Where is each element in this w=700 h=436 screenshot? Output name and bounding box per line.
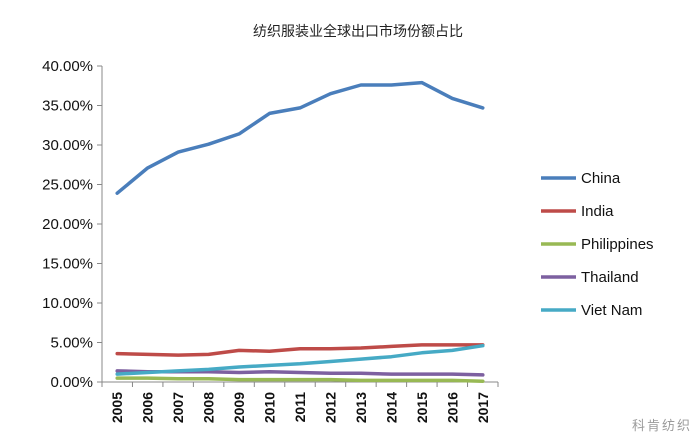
series-line-philippines: [115, 376, 485, 383]
y-tick-label: 20.00%: [42, 216, 93, 233]
series-line-india: [115, 343, 485, 357]
x-tick-label: 2017: [475, 392, 491, 423]
y-tick-label: 25.00%: [42, 177, 93, 194]
legend-label: China: [581, 170, 621, 187]
y-tick-label: 10.00%: [42, 295, 93, 312]
legend-label: Viet Nam: [581, 302, 642, 319]
x-tick-label: 2014: [383, 392, 399, 423]
x-tick-label: 2011: [292, 392, 308, 423]
series-line-viet-nam: [115, 343, 485, 376]
watermark-text: 科肯纺织: [631, 419, 692, 434]
series-lines: [115, 80, 485, 383]
x-tick-label: 2005: [109, 392, 125, 423]
y-tick-label: 35.00%: [42, 98, 93, 115]
x-tick-label: 2008: [201, 392, 217, 423]
x-tick-label: 2007: [170, 392, 186, 423]
x-tick-label: 2015: [414, 392, 430, 423]
y-tick-label: 5.00%: [50, 335, 93, 352]
series-line-china: [115, 80, 485, 195]
y-tick-label: 40.00%: [42, 58, 93, 75]
y-tick-label: 15.00%: [42, 256, 93, 273]
x-tick-label: 2012: [322, 392, 338, 423]
legend: China India Philippines Thailand Viet Nam: [541, 170, 654, 319]
x-tick-label: 2009: [231, 392, 247, 423]
legend-label: Philippines: [581, 236, 654, 253]
y-tick-label: 0.00%: [50, 374, 93, 391]
y-tick-label: 30.00%: [42, 137, 93, 154]
x-tick-label: 2013: [353, 392, 369, 423]
chart-title: 纺织服装业全球出口市场份额占比: [253, 23, 463, 40]
x-tick-label: 2010: [262, 392, 278, 423]
legend-label: India: [581, 203, 614, 220]
axes: 40.00% 35.00% 30.00% 25.00% 20.00% 15.00% 10.0…: [42, 58, 499, 423]
x-tick-label: 2016: [444, 392, 460, 423]
legend-label: Thailand: [581, 269, 639, 286]
x-tick-label: 2006: [140, 392, 156, 423]
